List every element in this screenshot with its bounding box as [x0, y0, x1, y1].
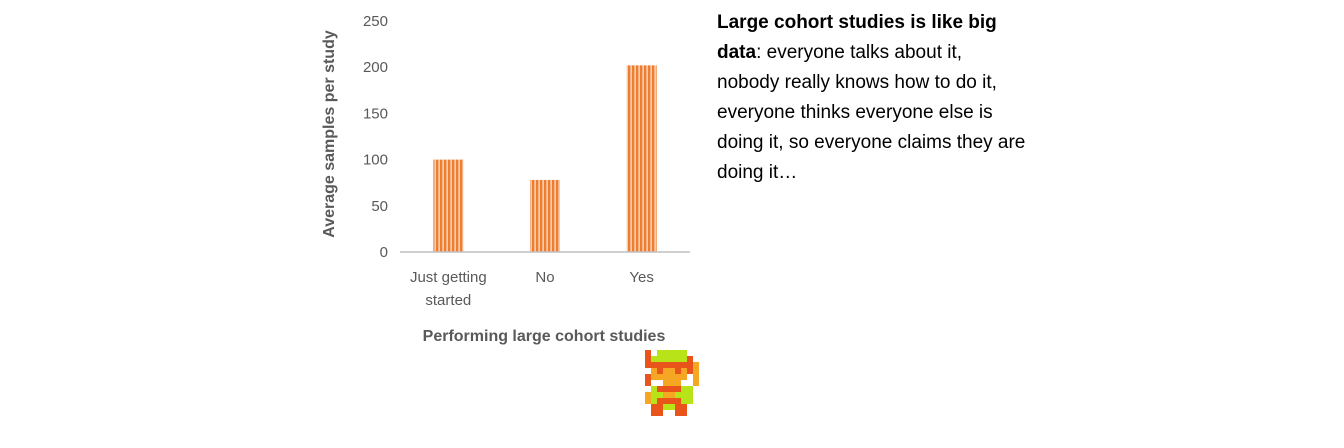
x-axis-title: Performing large cohort studies: [423, 328, 666, 345]
x-tick-label: Just getting: [410, 269, 487, 286]
pixel-hero-icon: [645, 350, 699, 416]
y-tick-label: 50: [371, 198, 388, 215]
x-tick-label: started: [425, 292, 471, 309]
quote-bold-text: Large cohort studies is like big data: [717, 12, 997, 63]
quote-text: Large cohort studies is like big data: e…: [717, 8, 1027, 188]
y-tick-label: 0: [380, 244, 388, 261]
y-axis-title: Average samples per study: [321, 30, 338, 238]
x-tick-label: No: [535, 269, 554, 286]
x-axis-ticks: Just getting started No Yes: [410, 269, 654, 309]
bar-chart: 0 50 100 150 200 250 Just getting started No Yes…: [321, 13, 690, 345]
quote-rest-text: : everyone talks about it, nobody really…: [717, 42, 1026, 183]
y-tick-label: 150: [363, 105, 388, 122]
bar: [530, 179, 560, 252]
y-axis-ticks: 0 50 100 150 200 250: [363, 13, 388, 261]
bar: [433, 159, 464, 252]
bar: [626, 65, 657, 253]
x-tick-label: Yes: [629, 269, 653, 286]
y-tick-label: 250: [363, 13, 388, 30]
y-tick-label: 200: [363, 59, 388, 76]
bars: [433, 65, 657, 253]
y-tick-label: 100: [363, 152, 388, 169]
